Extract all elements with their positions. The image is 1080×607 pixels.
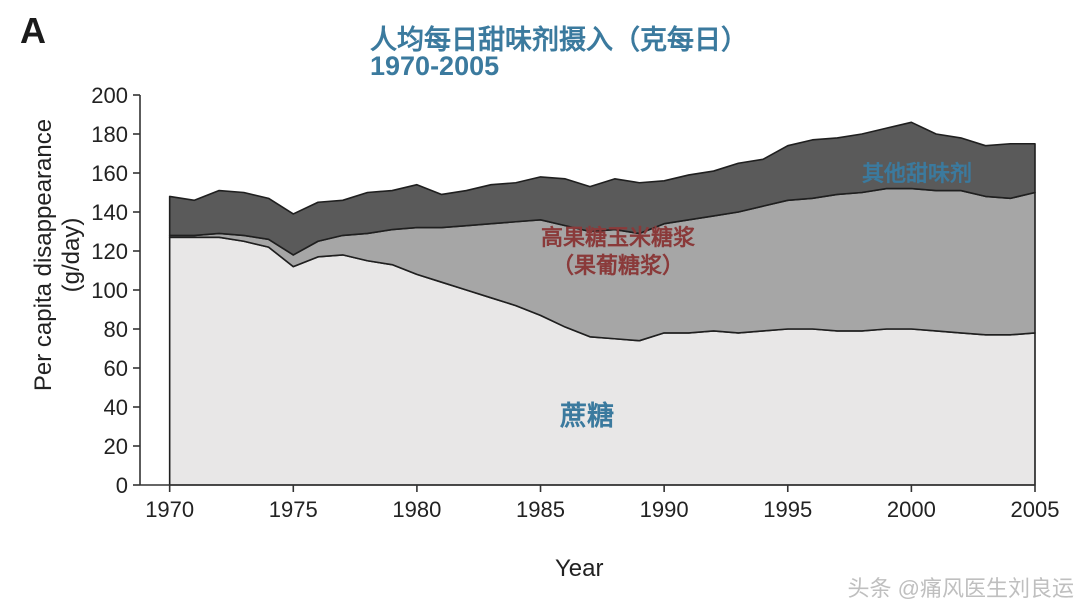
y-tick-label: 0 [116, 473, 128, 498]
series-label-other: 其他甜味剂 [862, 160, 972, 188]
panel-letter: A [20, 10, 46, 52]
x-tick-label: 2005 [1011, 497, 1060, 522]
x-tick-label: 1980 [392, 497, 441, 522]
watermark-text: 头条 @痛风医生刘良运 [848, 571, 1074, 603]
area-chart: 0 20 40 60 80 100 120 140 160 180 200 1970 1975 1980 1… [70, 85, 1080, 565]
series-label-sucrose: 蔗糖 [560, 400, 614, 434]
chart-title-line2: 1970-2005 [370, 51, 499, 82]
x-tick-label: 1995 [763, 497, 812, 522]
y-tick-label: 20 [104, 434, 128, 459]
series-label-hfcs: 高果糖玉米糖浆（果葡糖浆） [541, 224, 695, 279]
y-tick-label: 80 [104, 317, 128, 342]
y-axis-label-line1: Per capita disappearance [30, 90, 58, 420]
x-tick-label: 2000 [887, 497, 936, 522]
x-tick-label: 1985 [516, 497, 565, 522]
y-tick-label: 140 [91, 200, 128, 225]
y-tick-label: 40 [104, 395, 128, 420]
y-tick-label: 160 [91, 161, 128, 186]
x-tick-label: 1970 [145, 497, 194, 522]
x-tick-label: 1990 [640, 497, 689, 522]
x-tick-label: 1975 [269, 497, 318, 522]
y-tick-label: 120 [91, 239, 128, 264]
y-tick-label: 100 [91, 278, 128, 303]
y-tick-label: 60 [104, 356, 128, 381]
y-tick-label: 200 [91, 83, 128, 108]
y-tick-label: 180 [91, 122, 128, 147]
